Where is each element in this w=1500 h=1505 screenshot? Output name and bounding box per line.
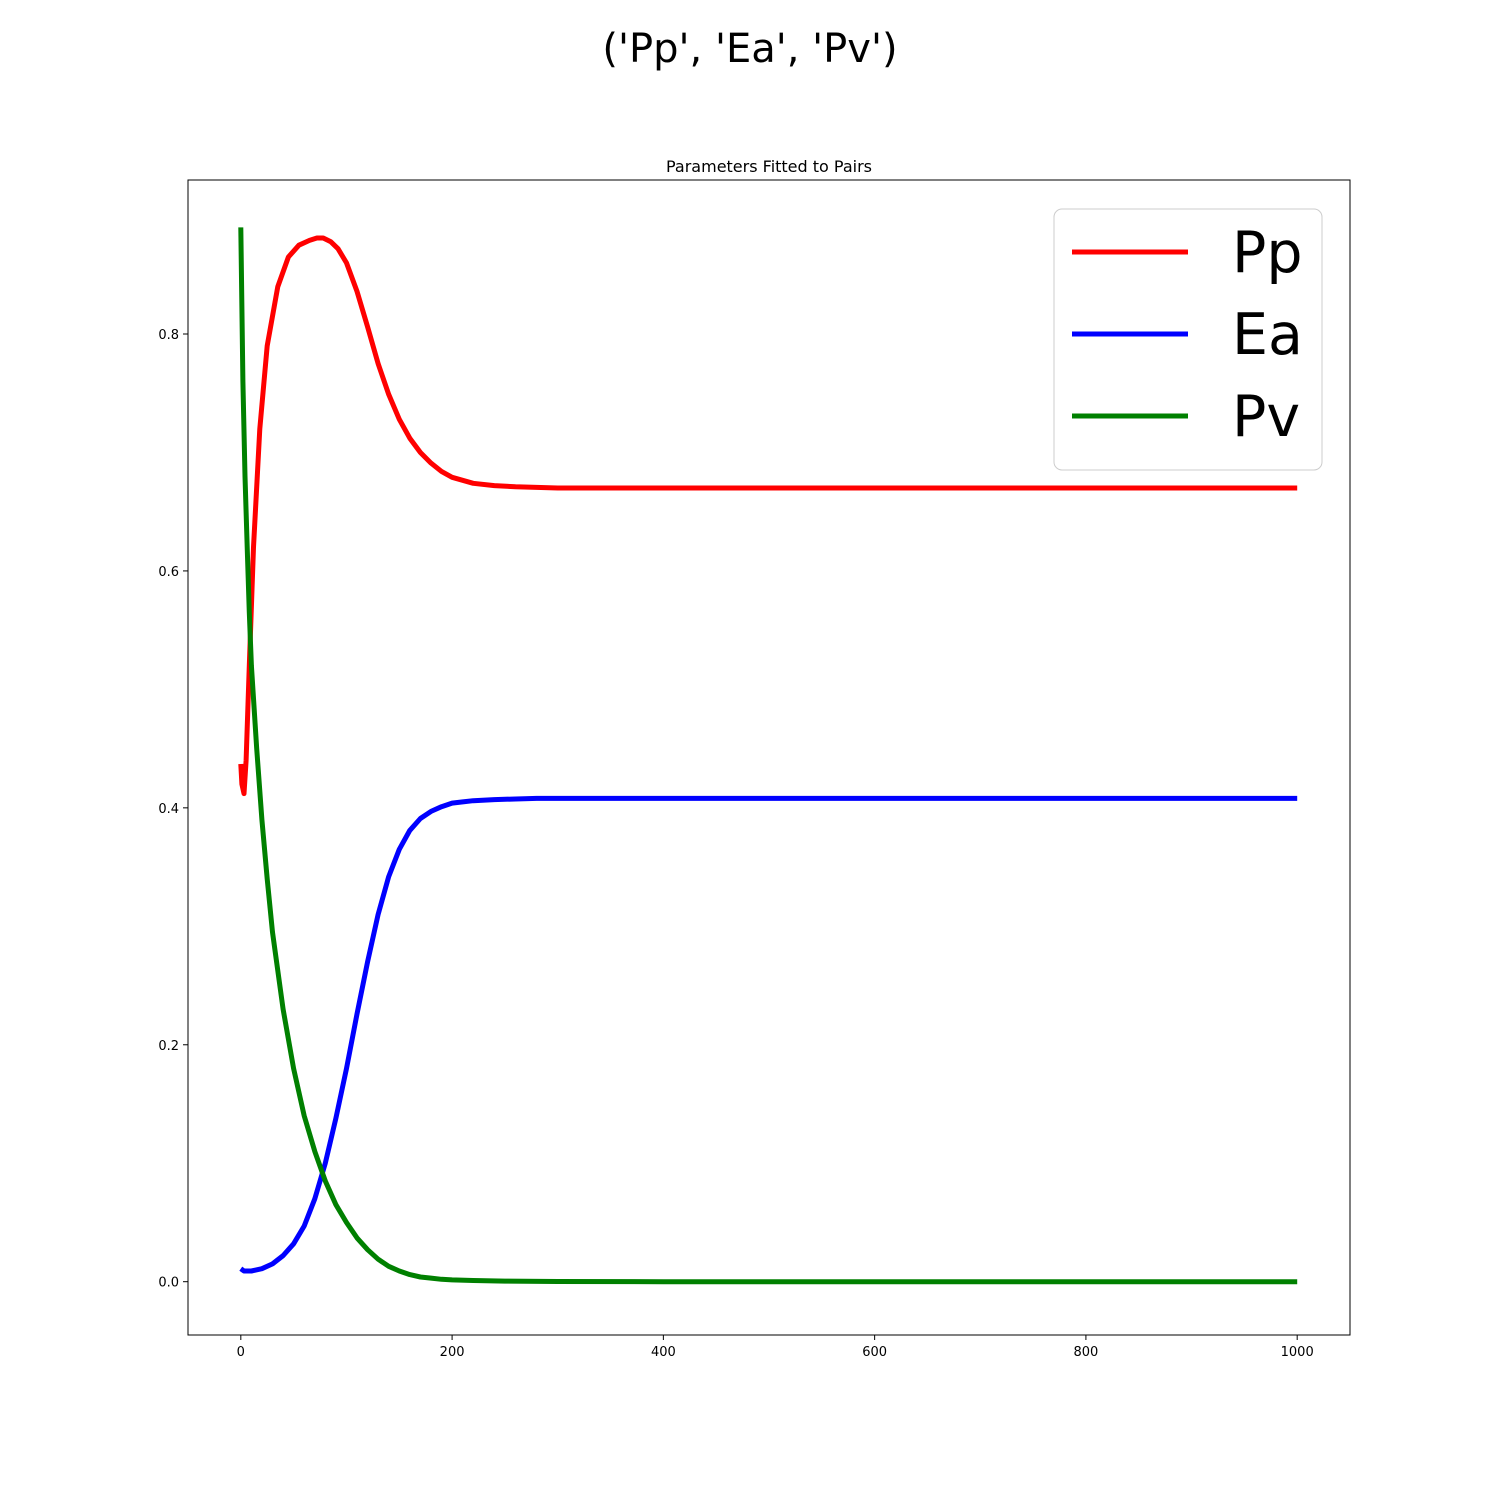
- series-line-pp: [238, 235, 1298, 797]
- legend-entries: Pp Ea Pv: [1072, 220, 1303, 450]
- legend-label-pv: Pv: [1232, 384, 1300, 450]
- plot-frame: [187, 179, 1351, 1336]
- chart-title: Parameters Fitted to Pairs: [666, 157, 872, 176]
- legend-box: [1053, 208, 1323, 471]
- legend-label-pp: Pp: [1232, 220, 1303, 286]
- x-tick-label: 800: [1073, 1345, 1098, 1360]
- series-layer: [238, 227, 1298, 1285]
- x-tick-label: 1000: [1281, 1345, 1314, 1360]
- x-tick-label: 600: [862, 1345, 887, 1360]
- y-tick-label: 0.4: [158, 802, 179, 817]
- y-axis-ticks: 0.0 0.2 0.4 0.6 0.8: [158, 328, 188, 1291]
- y-tick-label: 0.6: [158, 565, 179, 580]
- y-tick-label: 0.0: [158, 1276, 179, 1291]
- y-tick-label: 0.2: [158, 1039, 179, 1054]
- series-line-pv: [238, 227, 1298, 1285]
- x-tick-label: 0: [237, 1345, 245, 1360]
- y-tick-label: 0.8: [158, 328, 179, 343]
- legend-label-ea: Ea: [1232, 302, 1303, 368]
- x-tick-label: 200: [440, 1345, 465, 1360]
- legend: Pp Ea Pv: [1053, 208, 1323, 471]
- series-line-ea: [239, 795, 1298, 1274]
- x-tick-label: 400: [651, 1345, 676, 1360]
- x-axis-ticks: 0 200 400 600 800 1000: [237, 1335, 1314, 1360]
- figure-suptitle: ('Pp', 'Ea', 'Pv'): [602, 26, 897, 72]
